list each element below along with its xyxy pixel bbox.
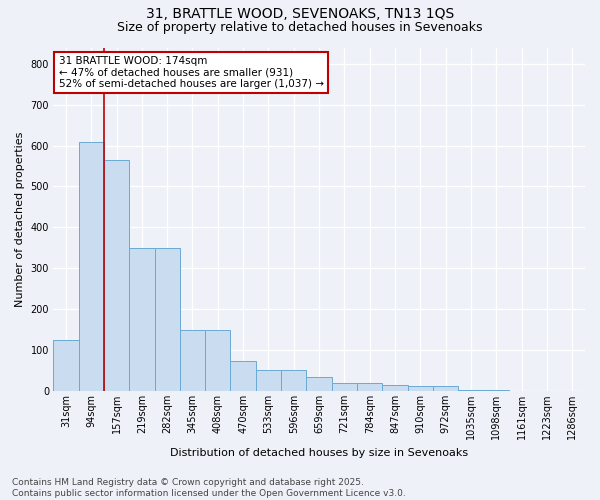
Text: 31, BRATTLE WOOD, SEVENOAKS, TN13 1QS: 31, BRATTLE WOOD, SEVENOAKS, TN13 1QS [146,8,454,22]
Bar [53,340,79,391]
Bar [357,382,382,391]
Bar [458,390,484,391]
X-axis label: Distribution of detached houses by size in Sevenoaks: Distribution of detached houses by size … [170,448,468,458]
Bar [104,160,129,391]
Bar [256,370,281,391]
Text: 31 BRATTLE WOOD: 174sqm
← 47% of detached houses are smaller (931)
52% of semi-d: 31 BRATTLE WOOD: 174sqm ← 47% of detache… [59,56,323,90]
Text: Size of property relative to detached houses in Sevenoaks: Size of property relative to detached ho… [117,21,483,34]
Bar [155,248,180,391]
Bar [281,370,307,391]
Bar [180,330,205,391]
Text: Contains HM Land Registry data © Crown copyright and database right 2025.
Contai: Contains HM Land Registry data © Crown c… [12,478,406,498]
Bar [205,330,230,391]
Bar [230,361,256,391]
Bar [408,386,433,391]
Bar [484,390,509,391]
Y-axis label: Number of detached properties: Number of detached properties [15,132,25,307]
Bar [382,385,408,391]
Bar [79,142,104,391]
Bar [307,376,332,391]
Bar [129,248,155,391]
Bar [433,386,458,391]
Bar [332,382,357,391]
